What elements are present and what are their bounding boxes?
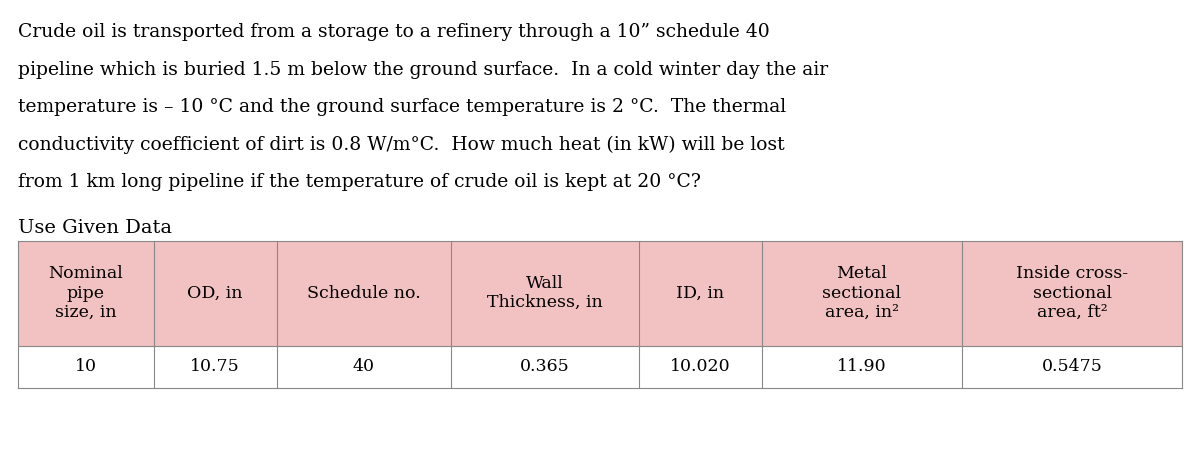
Text: 0.365: 0.365 bbox=[520, 358, 570, 375]
Text: 0.5475: 0.5475 bbox=[1042, 358, 1103, 375]
Text: Metal
sectional
area, in²: Metal sectional area, in² bbox=[822, 265, 901, 321]
Bar bbox=[18, 240, 1182, 345]
Text: Inside cross-
sectional
area, ft²: Inside cross- sectional area, ft² bbox=[1016, 265, 1128, 321]
Text: conductivity coefficient of dirt is 0.8 W/m°C.  How much heat (in kW) will be lo: conductivity coefficient of dirt is 0.8 … bbox=[18, 136, 785, 154]
Text: 10: 10 bbox=[74, 358, 97, 375]
Text: 11.90: 11.90 bbox=[838, 358, 887, 375]
Text: pipeline which is buried 1.5 m below the ground surface.  In a cold winter day t: pipeline which is buried 1.5 m below the… bbox=[18, 60, 828, 78]
Text: ID, in: ID, in bbox=[676, 284, 725, 301]
Text: OD, in: OD, in bbox=[187, 284, 242, 301]
Text: temperature is – 10 °C and the ground surface temperature is 2 °C.  The thermal: temperature is – 10 °C and the ground su… bbox=[18, 98, 786, 116]
Text: Wall
Thickness, in: Wall Thickness, in bbox=[487, 275, 602, 311]
Text: 10.020: 10.020 bbox=[670, 358, 731, 375]
Text: Use Given Data: Use Given Data bbox=[18, 218, 172, 236]
Bar bbox=[18, 345, 1182, 387]
Text: 10.75: 10.75 bbox=[191, 358, 240, 375]
Text: Nominal
pipe
size, in: Nominal pipe size, in bbox=[48, 265, 124, 321]
Text: Schedule no.: Schedule no. bbox=[307, 284, 421, 301]
Text: from 1 km long pipeline if the temperature of crude oil is kept at 20 °C?: from 1 km long pipeline if the temperatu… bbox=[18, 173, 701, 191]
Text: 40: 40 bbox=[353, 358, 374, 375]
Text: Crude oil is transported from a storage to a refinery through a 10” schedule 40: Crude oil is transported from a storage … bbox=[18, 23, 769, 41]
